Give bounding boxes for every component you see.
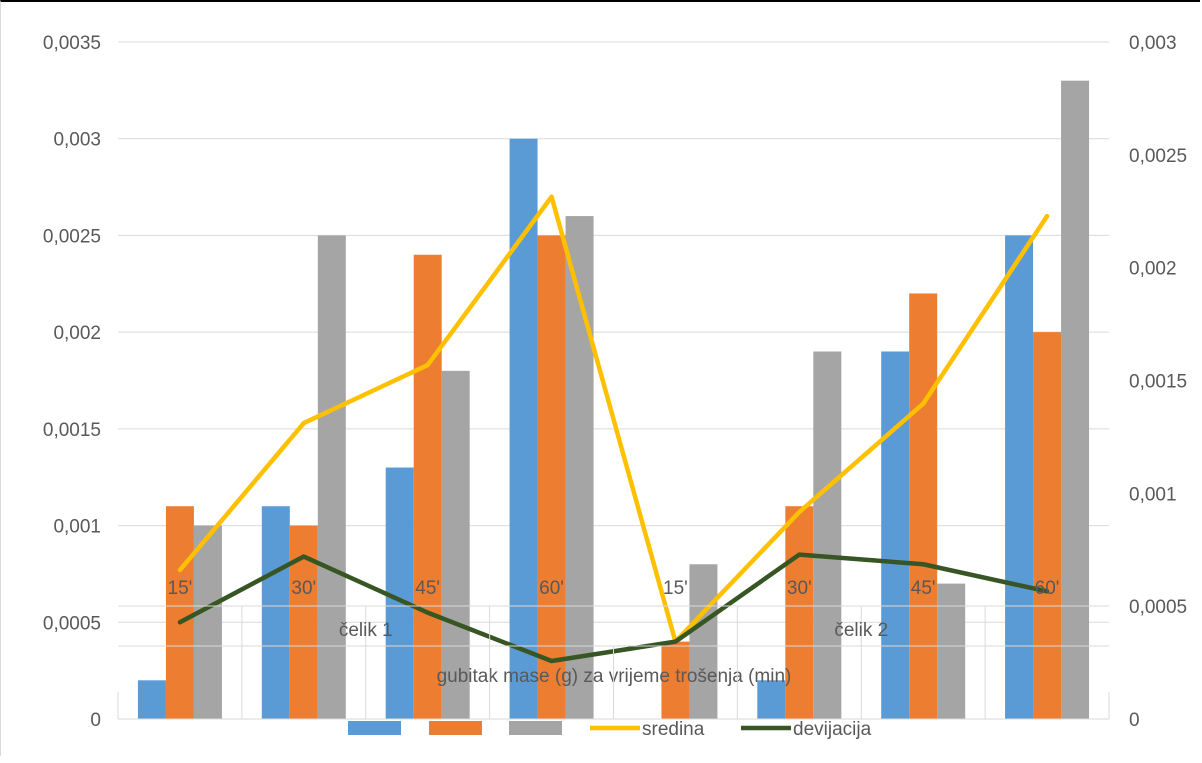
bar-series-1 (1005, 235, 1034, 719)
bar-series-2 (413, 254, 442, 719)
left-y-axis: 0 0,0005 0,001 0,0015 0,002 0,0025 0,003 0,0035 (43, 33, 101, 731)
x-group-label: čelik 1 (339, 620, 393, 641)
bar-series-2 (909, 293, 938, 719)
left-y-tick-label: 0,0035 (43, 33, 101, 54)
bar-series-3 (441, 370, 470, 719)
left-y-tick-label: 0,0015 (43, 420, 101, 441)
left-y-tick-label: 0,001 (53, 517, 101, 538)
bar-series-1 (261, 506, 290, 719)
x-tick-label: 15' (168, 578, 193, 599)
right-y-tick-label: 0 (1129, 710, 1140, 731)
left-y-tick-label: 0,0005 (43, 613, 101, 634)
bar-series-2 (165, 506, 194, 719)
legend-swatch-bar-2 (429, 721, 482, 735)
x-tick-label: 15' (663, 578, 688, 599)
x-tick-label: 30' (291, 578, 316, 599)
right-y-tick-label: 0,0015 (1129, 372, 1187, 393)
x-group-label: čelik 2 (834, 620, 888, 641)
x-tick-label: 45' (415, 578, 440, 599)
bar-series-3 (193, 525, 222, 719)
left-y-tick-label: 0,0025 (43, 226, 101, 247)
bar-series-2 (661, 641, 690, 719)
bar-series-2 (785, 506, 814, 719)
bar-series-1 (757, 680, 786, 719)
x-tick-label: 30' (787, 578, 812, 599)
legend-swatch-bar-3 (509, 721, 562, 735)
bar-series-1 (137, 680, 166, 719)
right-y-tick-label: 0,0005 (1129, 597, 1187, 618)
legend-label-devijacija: devijacija (793, 719, 872, 740)
x-tick-label: 60' (539, 578, 564, 599)
bar-marks (137, 80, 1090, 720)
right-y-tick-label: 0,001 (1129, 484, 1177, 505)
right-y-tick-label: 0,003 (1129, 33, 1177, 54)
legend-label-sredina: sredina (642, 719, 705, 740)
bar-series-3 (317, 235, 346, 719)
left-y-tick-label: 0,003 (53, 130, 101, 151)
bar-series-1 (509, 138, 538, 719)
left-y-tick-label: 0,002 (53, 323, 101, 344)
x-tick-label: 45' (911, 578, 936, 599)
x-tick-label: 60' (1035, 578, 1060, 599)
bar-series-1 (881, 351, 910, 719)
bar-series-2 (537, 235, 566, 719)
legend: sredina devijacija (348, 719, 872, 740)
bar-series-3 (813, 351, 842, 719)
bar-series-3 (1061, 80, 1090, 719)
right-y-axis: 0 0,0005 0,001 0,0015 0,002 0,0025 0,003 (1129, 33, 1187, 731)
bar-series-2 (1033, 332, 1062, 719)
x-axis: gubitak mase (g) za vrijeme trošenja (mi… (117, 578, 1110, 720)
left-y-tick-label: 0 (90, 710, 101, 731)
legend-swatch-bar-1 (348, 721, 401, 735)
line-sredina (177, 194, 1050, 644)
bar-series-3 (689, 564, 718, 719)
right-y-tick-label: 0,0025 (1129, 146, 1187, 167)
bar-series-3 (937, 583, 966, 719)
right-y-tick-label: 0,002 (1129, 259, 1177, 280)
